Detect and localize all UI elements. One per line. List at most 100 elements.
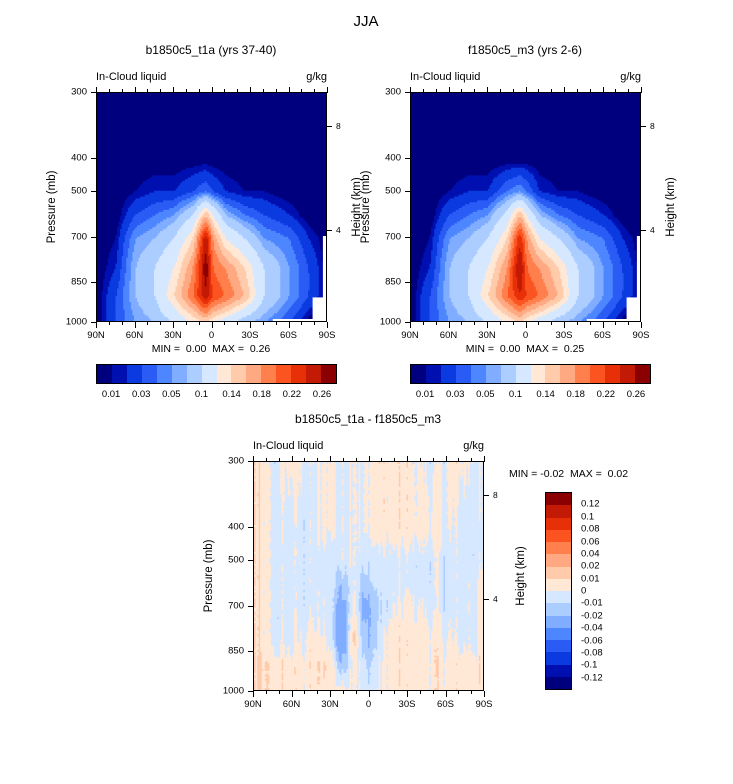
axis-tick <box>109 89 110 92</box>
axis-tick <box>276 89 277 92</box>
axis-tick <box>405 237 411 238</box>
axis-tick <box>513 89 514 92</box>
axis-tick <box>436 322 437 325</box>
colorbar-label-0.03-tl: 0.03 <box>131 389 151 400</box>
colorbar-label-0.1-tl: 0.1 <box>194 389 209 400</box>
diff-colorbar-label-4: 0.04 <box>581 548 600 560</box>
lat-tick-30N-tr: 30N <box>478 330 496 341</box>
axis-tick <box>237 322 238 325</box>
axis-tick <box>590 89 591 92</box>
diff-colorbar-label-6: 0.01 <box>581 572 600 584</box>
axis-tick <box>369 691 370 697</box>
colorbar-cell <box>201 365 217 383</box>
axis-tick <box>279 458 280 461</box>
lat-tick-0-tl: 0 <box>208 330 215 341</box>
axis-tick <box>237 89 238 92</box>
axis-tick <box>91 237 97 238</box>
axis-tick <box>407 691 408 697</box>
axis-tick <box>276 322 277 325</box>
diff-colorbar-label-13: -0.1 <box>581 659 598 671</box>
colorbar-cell <box>470 365 486 383</box>
axis-tick <box>248 606 254 607</box>
lat-tick-30S-tr: 30S <box>555 330 573 341</box>
axis-tick <box>253 691 254 697</box>
plot-area-difference[interactable] <box>253 461 484 691</box>
diff-colorbar-label-7: 0 <box>581 585 587 597</box>
axis-tick <box>405 191 411 192</box>
axis-tick <box>577 89 578 92</box>
colorbar-cell <box>546 517 571 530</box>
axis-tick <box>526 322 527 328</box>
pressure-tick-500-tr: 500 <box>385 185 401 197</box>
axis-tick <box>122 89 123 92</box>
pressure-tick-300-tr: 300 <box>385 86 401 98</box>
height-tick-4-tl: 4 <box>336 224 341 235</box>
min-prefix-tl: MIN = <box>151 343 181 355</box>
colorbar-cell <box>291 365 307 383</box>
minmax-top-right: MIN = 0.00 MAX = 0.25 <box>466 344 585 355</box>
max-prefix-tr: MAX = <box>526 343 558 355</box>
colorbar-label-0.22-tr: 0.22 <box>596 389 616 400</box>
lat-tick-0-tr: 0 <box>522 330 529 341</box>
colorbar-cell <box>575 365 591 383</box>
axis-tick <box>263 89 264 92</box>
axis-tick <box>471 458 472 461</box>
axis-tick <box>304 691 305 694</box>
axis-tick <box>289 87 290 93</box>
axis-tick <box>343 458 344 461</box>
axis-tick <box>327 322 328 328</box>
axis-tick <box>109 322 110 325</box>
colorbar-top-right[interactable] <box>410 364 651 384</box>
axis-tick <box>487 322 488 328</box>
colorbar-top-left[interactable] <box>96 364 337 384</box>
colorbar-cell <box>186 365 202 383</box>
axis-tick <box>446 456 447 462</box>
axis-tick <box>551 89 552 92</box>
axis-tick <box>356 458 357 461</box>
colorbar-label-0.05-tr: 0.05 <box>476 389 495 400</box>
plot-area-top-left[interactable] <box>96 92 327 322</box>
axis-tick <box>381 691 382 694</box>
colorbar-label-0.1-tr: 0.1 <box>508 389 523 400</box>
lat-tick-90N-tl: 90N <box>87 330 105 341</box>
diff-colorbar-label-14: -0.12 <box>581 671 603 683</box>
diff-colorbar-label-1: 0.1 <box>581 511 595 522</box>
colorbar-cell <box>171 365 187 383</box>
axis-tick <box>603 322 604 328</box>
axis-tick <box>327 87 328 93</box>
colorbar-label-0.14-tr: 0.14 <box>536 389 555 400</box>
lat-tick-90S-tl: 90S <box>318 330 336 341</box>
lat-tick-30N-bd: 30N <box>321 699 339 710</box>
axis-tick <box>91 92 97 93</box>
variable-label-difference: In-Cloud liquid <box>253 440 324 452</box>
axis-tick <box>317 691 318 694</box>
season-title: JJA <box>353 13 379 30</box>
height-tick-4-bd: 4 <box>493 593 498 604</box>
colorbar-cell <box>411 365 426 383</box>
axis-tick <box>423 322 424 325</box>
pressure-tick-1000-bd: 1000 <box>222 685 244 697</box>
max-value-tl: 0.26 <box>249 343 271 355</box>
axis-tick <box>405 92 411 93</box>
pressure-axis-title-difference: Pressure (mb) <box>202 539 215 613</box>
axis-tick <box>538 89 539 92</box>
colorbar-cell <box>546 542 571 555</box>
colorbar-label-0.18-tr: 0.18 <box>566 389 585 400</box>
max-value-bd: 0.02 <box>607 468 629 480</box>
max-prefix-bd: MAX = <box>570 468 602 480</box>
axis-tick <box>405 322 411 323</box>
colorbar-cell <box>546 493 571 506</box>
axis-tick <box>326 126 332 127</box>
axis-tick <box>641 322 642 328</box>
colorbar-label-0.01-tr: 0.01 <box>415 389 435 400</box>
colorbar-difference[interactable] <box>545 492 572 690</box>
plot-area-top-right[interactable] <box>410 92 641 322</box>
axis-tick <box>266 458 267 461</box>
lat-tick-90N-bd: 90N <box>244 699 262 710</box>
colorbar-label-0.05-tl: 0.05 <box>162 389 181 400</box>
axis-tick <box>314 89 315 92</box>
axis-tick <box>212 322 213 328</box>
contour-field-difference <box>254 462 483 690</box>
colorbar-cell <box>545 365 561 383</box>
